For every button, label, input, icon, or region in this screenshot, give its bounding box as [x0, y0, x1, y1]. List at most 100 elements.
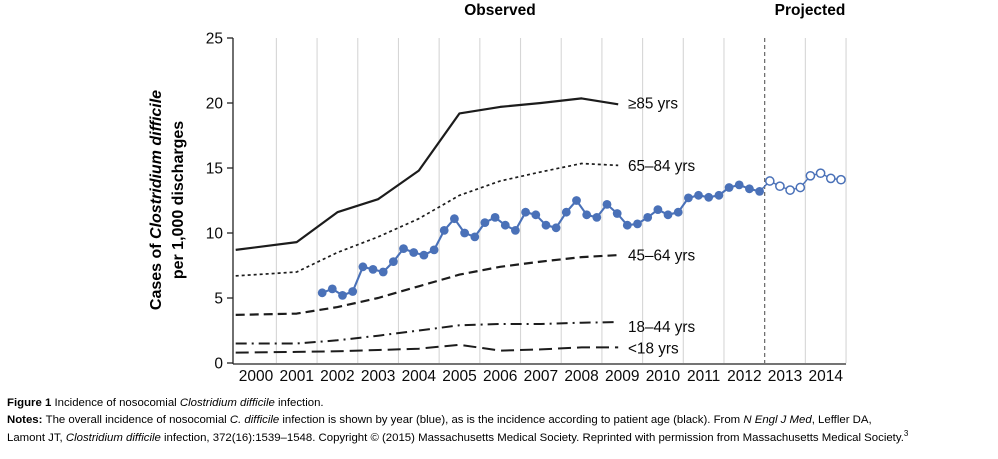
- observed-point: [460, 228, 469, 238]
- x-axis-tick-label: 2012: [727, 368, 761, 385]
- observed-point: [358, 262, 368, 272]
- x-axis-tick-label: 2007: [524, 368, 558, 385]
- observed-point: [561, 207, 571, 217]
- observed-point: [724, 183, 734, 192]
- observed-point: [409, 248, 419, 257]
- observed-point: [317, 288, 327, 298]
- caption-line-1: Figure 1 Incidence of nosocomial Clostri…: [7, 395, 995, 412]
- text-segment: Incidence of nosocomial: [54, 397, 180, 409]
- age-series-label: <18 yrs: [628, 341, 679, 358]
- text-segment: 3: [903, 429, 909, 439]
- projected-point: [764, 176, 775, 186]
- x-axis-tick-label: 2006: [483, 368, 517, 385]
- observed-point: [327, 284, 337, 294]
- text-segment: infection is shown by year (blue), as is…: [279, 414, 744, 427]
- age-series-line: [235, 97, 619, 251]
- observed-point: [592, 213, 602, 222]
- y-axis-tick-label: 0: [214, 356, 223, 373]
- observed-point: [572, 196, 581, 205]
- y-axis-tick-label: 25: [206, 31, 223, 48]
- projected-section-label: Projected: [774, 2, 846, 19]
- text-segment: C. difficile: [229, 414, 280, 427]
- x-axis-tick-label: 2013: [768, 368, 802, 385]
- text-segment: N Engl J Med: [743, 414, 812, 427]
- caption-line-2: Notes: The overall incidence of nosocomi…: [7, 412, 995, 429]
- text-segment: Lamont JT,: [7, 431, 66, 444]
- observed-point: [490, 213, 500, 222]
- observed-point: [704, 192, 714, 202]
- x-axis-tick-label: 2009: [605, 368, 639, 385]
- x-axis-tick-label: 2001: [279, 368, 313, 385]
- observed-point: [511, 226, 520, 235]
- text-segment: Clostridium difficile: [179, 397, 275, 409]
- x-axis-tick-label: 2010: [646, 368, 681, 385]
- caption-line-3: Lamont JT, Clostridium difficile infecti…: [7, 430, 995, 447]
- x-axis-tick-label: 2005: [442, 368, 476, 385]
- text-segment: Notes:: [7, 414, 46, 427]
- observed-point: [541, 220, 551, 230]
- age-series-line: [235, 162, 619, 277]
- x-axis-tick-label: 2000: [239, 368, 274, 385]
- observed-point: [500, 220, 510, 230]
- observed-point: [399, 244, 408, 254]
- observed-point: [612, 209, 622, 218]
- x-axis-tick-label: 2008: [564, 368, 598, 385]
- observed-point: [622, 220, 632, 230]
- projected-point: [795, 182, 806, 193]
- observed-point: [531, 210, 541, 220]
- observed-point: [714, 190, 724, 200]
- observed-point: [470, 232, 480, 242]
- text-segment: , Leffler DA,: [811, 414, 872, 427]
- observed-point: [602, 200, 612, 209]
- text-segment: infection, 372(16):1539–1548. Copyright …: [160, 431, 904, 444]
- x-axis-tick-label: 2011: [687, 368, 720, 385]
- y-axis-tick-label: 20: [206, 96, 224, 113]
- age-series-label: 45–64 yrs: [628, 248, 696, 265]
- age-series-label: 18–44 yrs: [628, 319, 696, 336]
- projected-point: [825, 173, 836, 184]
- observed-point: [429, 245, 439, 255]
- projected-point: [785, 185, 795, 195]
- observed-point: [734, 180, 744, 190]
- age-series-line: [235, 321, 619, 345]
- projected-point: [805, 170, 816, 181]
- projected-point: [815, 168, 826, 179]
- observed-point: [643, 213, 653, 222]
- incidence-line-chart: 0 5 10 15 20 25 2000 2001 2002 2003 2004 2005 2006 20…: [206, 31, 847, 385]
- observed-point: [582, 210, 592, 220]
- projected-point: [836, 174, 846, 185]
- observed-point: [663, 210, 673, 220]
- observed-point: [450, 214, 459, 224]
- x-axis-tick-label: 2003: [361, 368, 395, 385]
- y-axis-tick-label: 10: [206, 226, 224, 243]
- text-segment: Figure 1: [7, 397, 55, 409]
- observed-point: [439, 226, 449, 235]
- text-segment: infection.: [274, 397, 324, 409]
- observed-point: [368, 265, 378, 274]
- observed-point: [633, 219, 642, 229]
- observed-point: [673, 207, 683, 217]
- age-series-line: [235, 343, 619, 354]
- figure-caption: Figure 1 Incidence of nosocomial Clostri…: [7, 395, 995, 447]
- observed-point: [684, 193, 693, 203]
- observed-point: [389, 257, 398, 266]
- observed-point: [378, 267, 388, 277]
- age-series-label: 65–84 yrs: [628, 158, 696, 175]
- x-axis-tick-label: 2002: [320, 368, 354, 385]
- observed-point: [480, 218, 490, 228]
- age-series-label: ≥85 yrs: [628, 96, 678, 113]
- observed-point: [551, 223, 561, 233]
- observed-point: [348, 287, 358, 296]
- observed-point: [419, 250, 429, 260]
- observed-point: [745, 184, 754, 194]
- text-segment: Clostridium difficile: [65, 431, 161, 444]
- x-axis-tick-label: 2014: [808, 368, 843, 385]
- overall-observed-line: [321, 183, 760, 297]
- projected-point: [775, 181, 785, 192]
- y-axis-tick-label: 15: [206, 161, 223, 178]
- observed-section-label: Observed: [464, 2, 536, 19]
- observed-point: [338, 291, 347, 300]
- observed-point: [521, 207, 530, 217]
- observed-point: [694, 190, 703, 200]
